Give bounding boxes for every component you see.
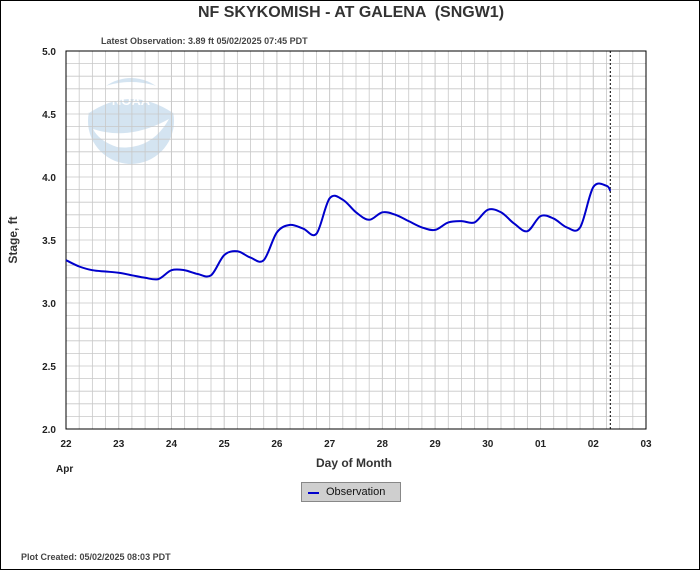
x-tick-label: 24 xyxy=(166,439,178,450)
x-tick-label: 01 xyxy=(535,439,547,450)
x-tick-label: 26 xyxy=(271,439,283,450)
x-axis-ticks: 22 23 24 25 26 27 28 29 30 01 02 03 xyxy=(60,439,652,450)
x-tick-label: 02 xyxy=(588,439,600,450)
y-tick-label: 3.5 xyxy=(42,236,56,247)
x-tick-label: 25 xyxy=(219,439,231,450)
x-axis-label: Day of Month xyxy=(316,456,392,470)
noaa-logo-text: NOAA xyxy=(112,93,151,108)
x-tick-label: 22 xyxy=(60,439,72,450)
y-tick-label: 5.0 xyxy=(42,47,56,58)
x-tick-label: 03 xyxy=(640,439,652,450)
y-axis-ticks: 2.0 2.5 3.0 3.5 4.0 4.5 5.0 xyxy=(42,47,56,436)
y-axis-label: Stage, ft xyxy=(6,216,20,263)
x-tick-label: 27 xyxy=(324,439,336,450)
chart-legend: Observation xyxy=(301,482,401,502)
y-tick-label: 2.5 xyxy=(42,362,56,373)
chart-title: NF SKYKOMISH - AT GALENA (SNGW1) xyxy=(197,4,505,21)
chart-grid xyxy=(66,51,646,429)
observation-legend-swatch xyxy=(308,492,319,494)
noaa-logo-icon: NOAA xyxy=(88,78,174,164)
y-tick-label: 2.0 xyxy=(42,425,56,436)
x-tick-label: 30 xyxy=(482,439,494,450)
y-tick-label: 3.0 xyxy=(42,299,56,310)
y-tick-label: 4.0 xyxy=(42,173,56,184)
x-tick-label: 29 xyxy=(430,439,442,450)
plot-area-border xyxy=(65,50,647,430)
latest-observation: Latest Observation: 3.89 ft 05/02/2025 0… xyxy=(101,36,308,46)
x-tick-label: 23 xyxy=(113,439,125,450)
observation-legend-label: Observation xyxy=(326,486,386,498)
y-tick-label: 4.5 xyxy=(42,110,56,121)
observation-series-line xyxy=(65,182,612,281)
x-tick-label: 28 xyxy=(377,439,389,450)
plot-created-text: Plot Created: 05/02/2025 08:03 PDT xyxy=(21,552,171,562)
x-month-label: Apr xyxy=(56,464,73,475)
